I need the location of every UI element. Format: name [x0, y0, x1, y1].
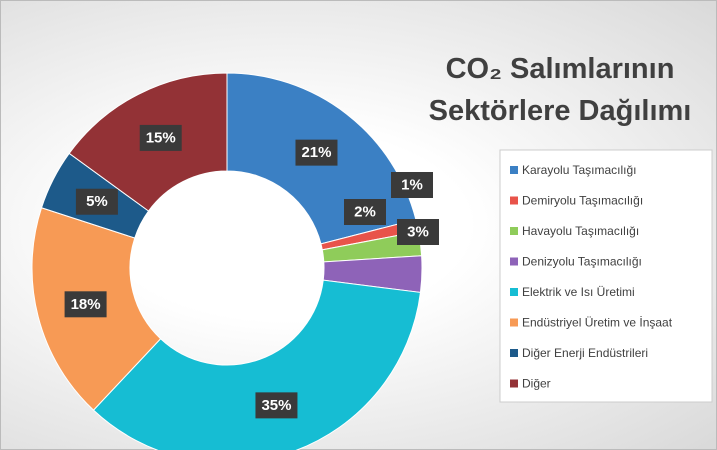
legend-swatch — [510, 227, 518, 235]
legend-label: Diğer Enerji Endüstrileri — [522, 346, 648, 360]
value-label-box — [139, 124, 182, 151]
value-label: 15% — [146, 129, 176, 146]
chart-title: CO₂ Salımlarının Sektörlere Dağılımı — [428, 53, 692, 127]
value-label: 21% — [301, 144, 331, 161]
value-label-box — [75, 188, 118, 215]
value-label-box — [391, 172, 433, 198]
legend-label: Endüstriyel Üretim ve İnşaat — [522, 316, 673, 330]
value-label: 3% — [407, 224, 429, 241]
value-label: 35% — [261, 397, 291, 414]
value-label-box — [397, 219, 439, 245]
legend-swatch — [510, 166, 518, 174]
legend-swatch — [510, 288, 518, 296]
value-label-box — [64, 291, 107, 318]
legend-swatch — [510, 257, 518, 266]
value-label: 1% — [401, 177, 423, 194]
value-label: 5% — [86, 193, 108, 210]
value-label-box — [344, 199, 386, 225]
donut-slice — [92, 279, 422, 450]
legend-swatch — [510, 196, 518, 205]
legend-label: Havayolu Taşımacılığı — [522, 224, 639, 238]
legend-label: Demiryolu Taşımacılığı — [522, 194, 643, 208]
legend-label: Elektrik ve Isı Üretimi — [522, 285, 635, 299]
legend-label: Denizyolu Taşımacılığı — [522, 255, 642, 269]
legend-label: Diğer — [522, 377, 551, 391]
legend-label: Karayolu Taşımacılığı — [522, 163, 637, 177]
legend-box — [499, 149, 713, 403]
value-label: 2% — [354, 204, 376, 221]
value-label-box — [255, 392, 298, 419]
value-label: 18% — [71, 296, 101, 313]
legend-swatch — [510, 379, 518, 388]
value-label-box — [295, 139, 338, 166]
legend-swatch — [510, 318, 518, 327]
legend-swatch — [510, 349, 518, 357]
